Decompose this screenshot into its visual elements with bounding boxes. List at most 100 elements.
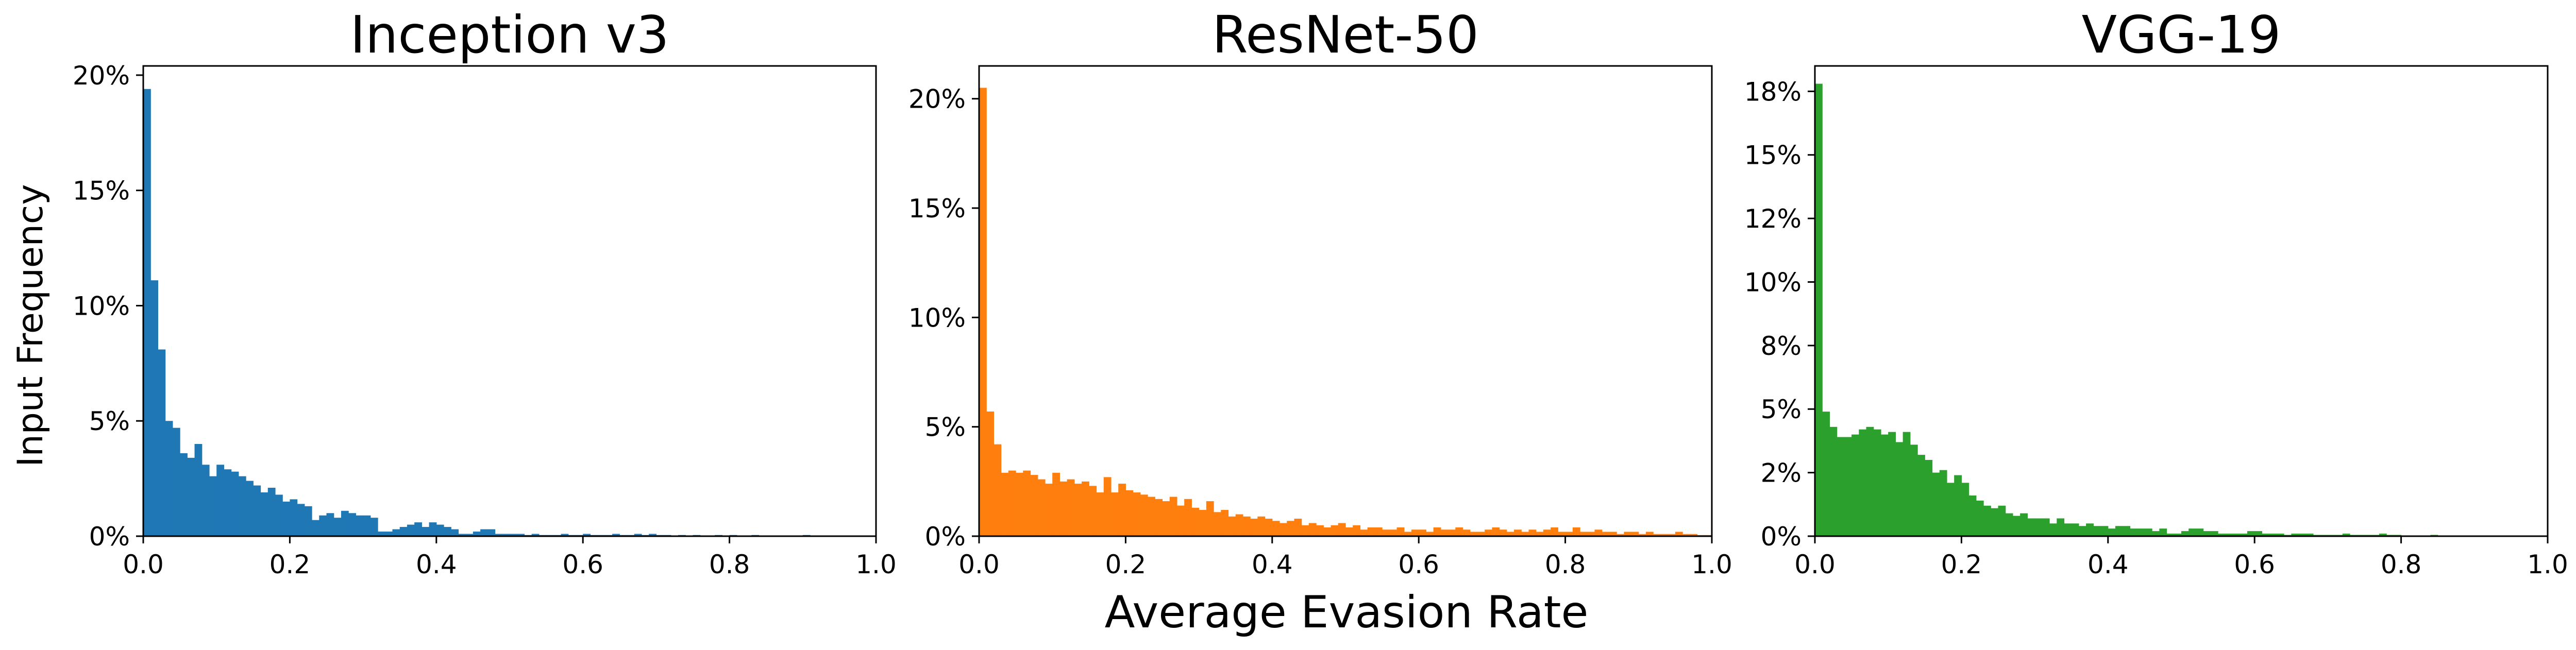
histogram-bar <box>1023 470 1031 536</box>
histogram-bar <box>2276 534 2284 536</box>
histogram-bar <box>1580 532 1588 536</box>
histogram-bar <box>1074 484 1082 536</box>
histogram-bar <box>1815 83 1823 536</box>
histogram-bar <box>1514 529 1522 536</box>
chart-title: ResNet-50 <box>1212 5 1478 65</box>
y-tick-label: 5% <box>89 406 130 436</box>
histogram-bar <box>1682 534 1690 536</box>
histogram-bar <box>1067 479 1075 536</box>
histogram-bar <box>1939 470 1947 536</box>
x-tick-label: 0.0 <box>123 550 164 579</box>
histogram-bar <box>2078 526 2086 536</box>
histogram-bar <box>1184 499 1192 536</box>
histogram-bar <box>1155 499 1163 536</box>
y-tick-label: 18% <box>1744 77 1801 107</box>
histogram-bar <box>1316 525 1324 536</box>
histogram-bar <box>2196 528 2204 536</box>
histogram-bar <box>1506 532 1514 536</box>
histogram-bar <box>194 443 203 536</box>
histogram-bar <box>1191 507 1200 536</box>
histogram-bar <box>487 529 496 536</box>
y-tick-label: 5% <box>1761 395 1801 424</box>
histogram-bar <box>1133 492 1141 536</box>
histogram-bar <box>2240 534 2248 536</box>
histogram-bars <box>979 88 1712 537</box>
x-tick-label: 0.0 <box>958 550 1000 579</box>
y-tick-label: 2% <box>1761 458 1801 488</box>
histogram-bar <box>370 518 378 536</box>
histogram-bars <box>1815 83 2438 536</box>
histogram-bar <box>1668 534 1676 536</box>
histogram-bar <box>1470 532 1478 536</box>
histogram-bar <box>994 444 1002 536</box>
histogram-bar <box>275 494 283 536</box>
histogram-bar <box>1660 534 1669 536</box>
histogram-bar <box>1910 444 1918 536</box>
figure-x-axis-label: Average Evasion Rate <box>1105 587 1589 638</box>
histogram-bar <box>209 476 217 536</box>
histogram-bar <box>1558 532 1566 536</box>
histogram-bar <box>1411 529 1419 536</box>
histogram-bar <box>282 501 290 536</box>
histogram-bar <box>1338 523 1346 536</box>
histogram-bar <box>1382 529 1390 536</box>
x-tick-label: 0.8 <box>2381 550 2422 579</box>
histogram-bar <box>1169 497 1177 536</box>
chart-panels: 0.0 0.2 0.4 0.6 0.8 1.0 0% 5% 10% 15% 20% Inception… <box>73 5 2568 579</box>
histogram-bar <box>1096 492 1104 536</box>
histogram-bar <box>1089 486 1097 536</box>
x-tick-label: 0.4 <box>416 550 457 579</box>
histogram-bar <box>1690 534 1698 536</box>
histogram-bar <box>2108 528 2116 536</box>
histogram-bar <box>1477 532 1485 536</box>
histogram-bar <box>180 453 188 536</box>
histogram-bar <box>392 529 400 536</box>
histogram-bar <box>2144 528 2152 536</box>
histogram-bar <box>1016 472 1023 536</box>
histogram-bar <box>1367 527 1375 536</box>
histogram-bar <box>986 411 995 536</box>
histogram-bar <box>1536 532 1544 536</box>
y-tick-label: 5% <box>925 413 966 442</box>
histogram-bar <box>1866 426 1874 536</box>
histogram-bar <box>1008 470 1016 536</box>
histogram-bar <box>1932 472 1940 536</box>
histogram-bar <box>341 510 349 536</box>
histogram-bar <box>2042 518 2050 536</box>
histogram-bar <box>2130 528 2138 536</box>
histogram-bar <box>1294 519 1302 536</box>
histogram-bar <box>2071 523 2079 536</box>
histogram-bar <box>304 506 312 536</box>
x-tick-label: 0.4 <box>2087 550 2129 579</box>
histogram-bar <box>649 534 656 536</box>
histogram-bar <box>2152 531 2160 536</box>
histogram-bar <box>378 532 385 536</box>
histogram-bar <box>1983 505 1991 536</box>
histogram-bar <box>1206 501 1214 536</box>
histogram-bar <box>2291 534 2299 536</box>
histogram-bar <box>2100 526 2109 536</box>
histogram-bar <box>246 481 254 536</box>
histogram-bar <box>2254 531 2263 536</box>
histogram-bar <box>1917 455 1925 536</box>
histogram-bar <box>1228 516 1236 536</box>
histogram-bar <box>319 515 327 536</box>
histogram-bar <box>612 534 620 536</box>
histogram-bar <box>1455 527 1463 536</box>
histogram-bar <box>2123 526 2131 536</box>
histogram-bar <box>1961 483 1969 536</box>
histogram-bar <box>531 534 540 536</box>
histogram-bar <box>1103 477 1112 536</box>
histogram-bar <box>1287 521 1295 536</box>
histogram-bar <box>1082 481 1089 536</box>
histogram-bar <box>2064 523 2072 536</box>
histogram-bar <box>1638 534 1646 536</box>
histogram-bar <box>1176 505 1185 536</box>
histogram-bar <box>1037 479 1046 536</box>
histogram-bar <box>267 488 276 536</box>
histogram-bar <box>1609 532 1617 536</box>
histogram-bar <box>1052 472 1060 536</box>
histogram-bar <box>216 465 225 536</box>
histogram-bar <box>436 524 444 536</box>
